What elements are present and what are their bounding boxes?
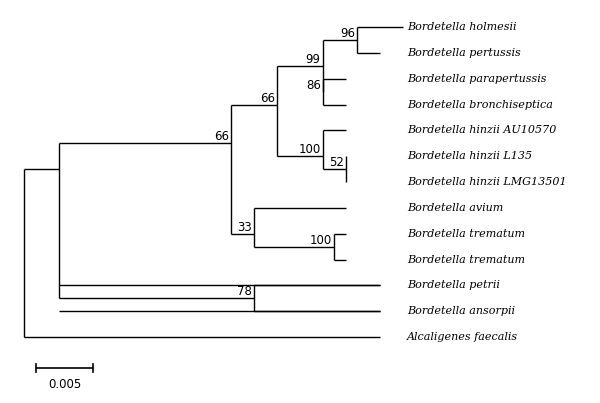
Text: Bordetella avium: Bordetella avium [407, 203, 503, 213]
Text: Bordetella pertussis: Bordetella pertussis [407, 48, 521, 58]
Text: Bordetella hinzii L135: Bordetella hinzii L135 [407, 151, 532, 161]
Text: Bordetella petrii: Bordetella petrii [407, 280, 500, 291]
Text: Bordetella hinzii LMG13501: Bordetella hinzii LMG13501 [407, 177, 566, 187]
Text: Bordetella ansorpii: Bordetella ansorpii [407, 306, 515, 316]
Text: 66: 66 [214, 131, 229, 143]
Text: Bordetella trematum: Bordetella trematum [407, 255, 525, 265]
Text: Bordetella parapertussis: Bordetella parapertussis [407, 74, 547, 84]
Text: 66: 66 [260, 91, 275, 105]
Text: Alcaligenes faecalis: Alcaligenes faecalis [407, 332, 518, 342]
Text: Bordetella bronchiseptica: Bordetella bronchiseptica [407, 100, 553, 110]
Text: 86: 86 [306, 79, 321, 92]
Text: 100: 100 [310, 234, 332, 247]
Text: Bordetella hinzii AU10570: Bordetella hinzii AU10570 [407, 125, 556, 135]
Text: 78: 78 [237, 285, 252, 298]
Text: 100: 100 [298, 143, 321, 156]
Text: 52: 52 [329, 156, 344, 169]
Text: 33: 33 [237, 221, 252, 234]
Text: 99: 99 [306, 53, 321, 66]
Text: 0.005: 0.005 [48, 378, 81, 391]
Text: Bordetella trematum: Bordetella trematum [407, 229, 525, 239]
Text: Bordetella holmesii: Bordetella holmesii [407, 22, 517, 32]
Text: 96: 96 [340, 27, 355, 40]
